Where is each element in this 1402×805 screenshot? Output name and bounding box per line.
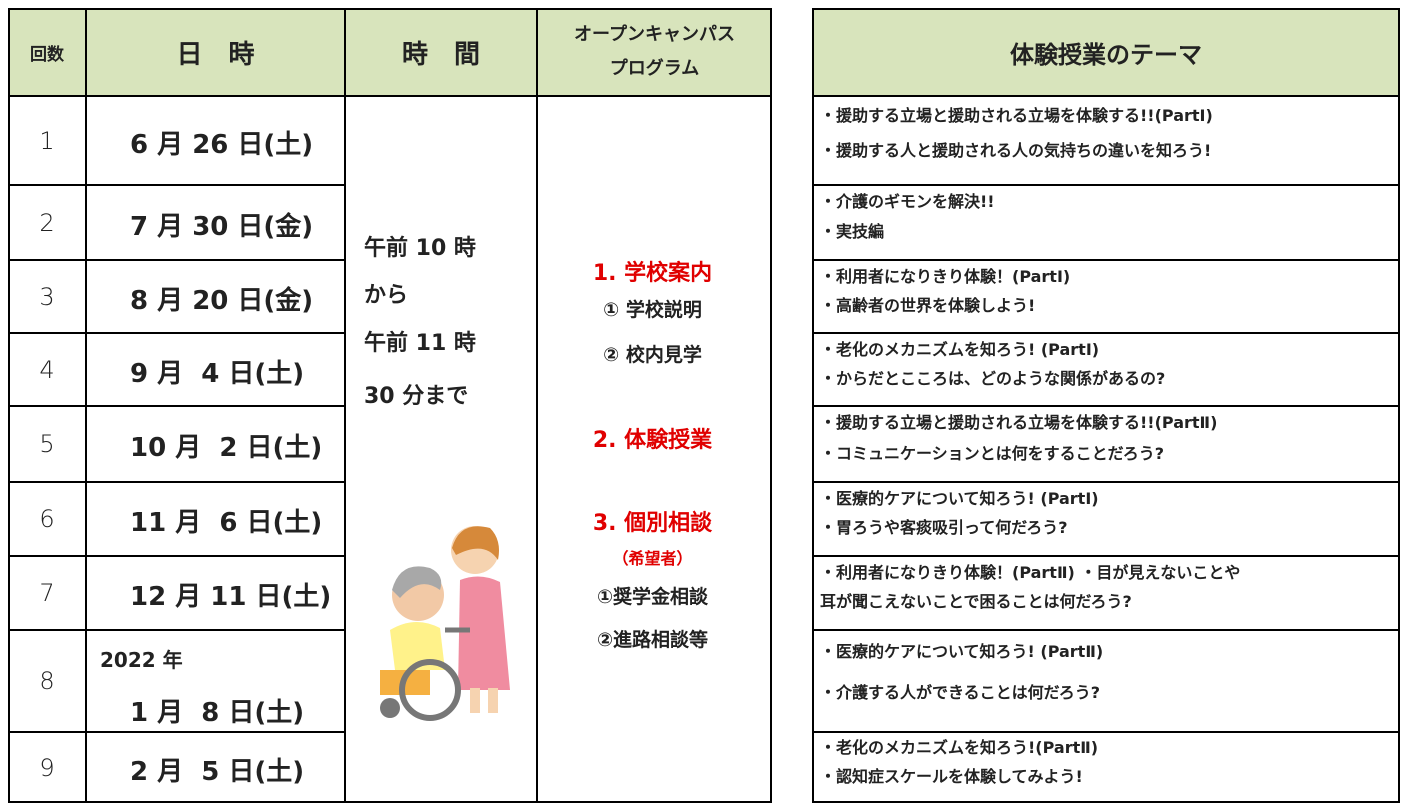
program-text: （希望者） (612, 549, 693, 568)
program-text: 3. 個別相談 (592, 511, 713, 536)
theme-text: ・認知症スケールを体験してみよう! (820, 766, 1083, 786)
theme-text: ・胃ろうや客痰吸引って何だろう? (820, 518, 1068, 538)
theme-text: ・老化のメカニズムを知ろう!(PartⅡ) (820, 738, 1099, 758)
theme-text: ・コミュニケーションとは何をすることだろう? (820, 443, 1165, 463)
theme-text: ・援助する人と援助される人の気持ちの違いを知ろう! (820, 141, 1212, 161)
date-cell (86, 333, 345, 406)
date-cell (86, 185, 345, 260)
illustration (380, 526, 510, 721)
theme-text: ・利用者になりきり体験！(PartⅡ) ・目が見えないことや (820, 562, 1241, 582)
theme-text: ・老化のメカニズムを知ろう! (PartⅠ) (820, 339, 1100, 359)
date-cell (86, 260, 345, 333)
time-text: から (364, 283, 409, 308)
header-cell: 時 間 (345, 8, 537, 96)
program-text: 2. 体験授業 (592, 428, 713, 453)
header-cell: 回数 (8, 8, 86, 96)
date-text: 1 月 8 日(土) (130, 698, 305, 728)
date-text: 9 月 4 日(土) (130, 358, 305, 389)
date-cell (86, 96, 345, 185)
theme-text: ・利用者になりきり体験！(PartⅠ) (820, 266, 1071, 286)
time-text: 30 分まで (364, 384, 469, 409)
header-line: プログラム (609, 58, 700, 79)
theme-text: ・からだとこころは、どのような関係があるの? (820, 368, 1166, 388)
theme-text: ・介護する人ができることは何だろう? (820, 683, 1101, 703)
theme-text: ・援助する立場と援助される立場を体験する!!(PartⅠ) (820, 105, 1213, 125)
program-text: 1. 学校案内 (592, 261, 713, 286)
date-text: 2022 年 (100, 648, 183, 672)
theme-text: ・高齢者の世界を体験しよう! (820, 295, 1036, 315)
theme-text: ・実技編 (820, 222, 885, 241)
header-cell: 体験授業のテーマ (812, 8, 1400, 96)
date-text: 12 月 11 日(土) (130, 582, 332, 612)
date-text: 10 月 2 日(土) (130, 433, 323, 463)
date-cell (86, 406, 345, 482)
theme-text: ・医療的ケアについて知ろう! (PartⅠ) (820, 488, 1099, 508)
outer-border (8, 8, 772, 803)
date-text: 6 月 26 日(土) (130, 129, 314, 160)
program-text: ①奨学金相談 (596, 586, 709, 608)
header-cell: 日 時 (86, 8, 345, 96)
date-cell (86, 482, 345, 556)
header-cell: オープンキャンパス プログラム (537, 8, 772, 96)
outer-border (812, 8, 1400, 803)
date-text: 7 月 30 日(金) (130, 211, 314, 242)
date-text: 2 月 5 日(土) (130, 756, 305, 787)
time-text: 午前 11 時 (364, 331, 476, 356)
time-text: 午前 10 時 (364, 236, 476, 261)
program-text: ② 校内見学 (603, 344, 702, 366)
theme-text: ・援助する立場と援助される立場を体験する!!(PartⅡ) (820, 413, 1218, 433)
date-cell (86, 556, 345, 630)
program-text: ②進路相談等 (596, 629, 709, 651)
theme-text: ・介護のギモンを解決!! (820, 192, 995, 211)
date-cell (86, 630, 345, 732)
theme-text: 耳が聞こえないことで困ることは何だろう? (820, 592, 1132, 612)
date-text: 11 月 6 日(土) (130, 508, 323, 538)
theme-text: ・医療的ケアについて知ろう! (PartⅡ) (820, 642, 1104, 662)
program-text: ① 学校説明 (603, 299, 702, 321)
header-line: オープンキャンパス (574, 24, 735, 45)
date-text: 8 月 20 日(金) (130, 285, 314, 316)
